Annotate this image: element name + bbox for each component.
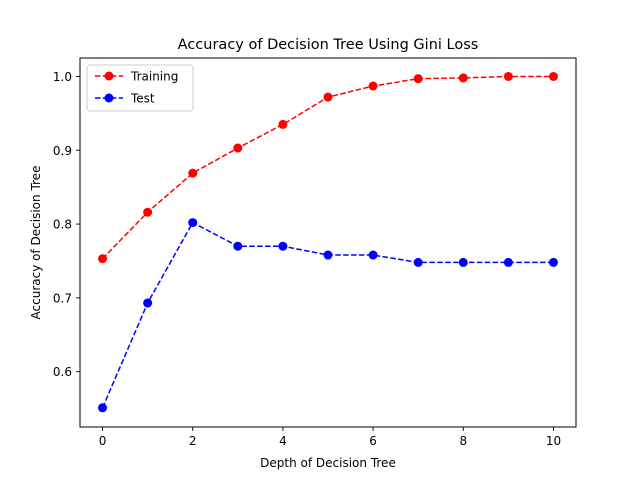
data-point-training (143, 207, 153, 217)
y-tick-label: 0.9 (53, 144, 72, 158)
x-tick-label: 0 (99, 434, 107, 448)
series-test (98, 218, 558, 413)
data-point-test (278, 241, 288, 251)
data-point-test (233, 241, 243, 251)
series-training (98, 71, 558, 264)
data-point-test (413, 257, 423, 267)
data-point-training (503, 71, 513, 81)
axes (79, 57, 577, 428)
plot-area (98, 71, 558, 413)
y-axis-label: Accuracy of Decision Tree (29, 166, 43, 320)
data-point-training (548, 71, 558, 81)
data-point-test (323, 250, 333, 260)
data-point-training (368, 81, 378, 91)
data-point-test (98, 403, 108, 413)
data-point-test (368, 250, 378, 260)
y-tick-label: 0.8 (53, 218, 72, 232)
legend-label-test: Test (130, 92, 155, 106)
y-tick-label: 0.7 (53, 291, 72, 305)
legend-marker-test (104, 93, 114, 103)
x-tick-label: 10 (546, 434, 561, 448)
x-tick-label: 8 (459, 434, 467, 448)
data-point-training (278, 119, 288, 129)
x-tick-label: 4 (279, 434, 287, 448)
data-point-training (458, 73, 468, 83)
x-tick-label: 6 (369, 434, 377, 448)
data-point-training (233, 143, 243, 153)
chart-title: Accuracy of Decision Tree Using Gini Los… (178, 37, 479, 53)
data-point-training (323, 92, 333, 102)
y-tick-label: 1.0 (53, 70, 72, 84)
data-point-test (188, 218, 198, 228)
ticks: 0 2 4 6 8 10 0.6 0.7 0.8 0.9 1.0 (53, 70, 561, 448)
data-point-training (98, 254, 108, 264)
data-point-test (143, 298, 153, 308)
legend-marker-training (104, 71, 114, 81)
x-tick-label: 2 (189, 434, 197, 448)
data-point-test (503, 257, 513, 267)
data-point-training (413, 74, 423, 84)
y-tick-label: 0.6 (53, 365, 72, 379)
legend: Training Test (86, 64, 194, 112)
data-point-training (188, 168, 198, 178)
data-point-test (548, 257, 558, 267)
axes-frame (79, 57, 577, 428)
data-point-test (458, 257, 468, 267)
legend-label-training: Training (130, 70, 178, 84)
x-axis-label: Depth of Decision Tree (260, 456, 396, 470)
